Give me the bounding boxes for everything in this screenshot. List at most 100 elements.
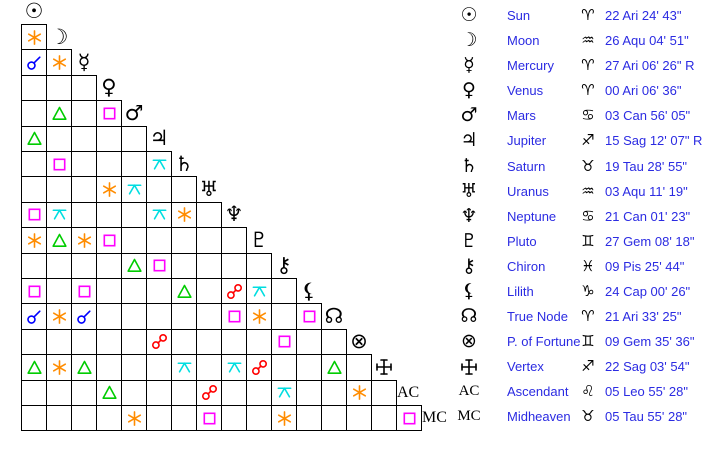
planet-glyph-neptune: ♆ bbox=[224, 202, 244, 227]
aspect-cell-lilith-jupiter bbox=[146, 278, 172, 305]
sextile-icon bbox=[277, 410, 291, 426]
zodiac-sign-icon-mercury: ♈ bbox=[581, 56, 595, 75]
aspect-cell-vertex-chiron bbox=[271, 354, 297, 381]
aspect-cell-fortune-sun bbox=[21, 328, 47, 356]
zodiac-sign-icon-moon: ♒ bbox=[581, 31, 595, 50]
square-icon bbox=[228, 310, 240, 323]
aspect-cell-saturn-jupiter bbox=[146, 151, 172, 178]
zodiac-sign-icon-neptune: ♋ bbox=[581, 206, 595, 225]
aspect-cell-ascendant-pluto bbox=[246, 379, 272, 406]
aspect-cell-jupiter-sun bbox=[21, 125, 47, 152]
planet-glyph-ascendant: AC bbox=[397, 383, 420, 401]
quincunx-icon bbox=[152, 209, 166, 221]
aspect-cell-venus-mercury bbox=[71, 74, 97, 102]
planet-glyph-saturn: ♄ bbox=[174, 151, 194, 176]
aspect-cell-vertex-lilith bbox=[296, 354, 322, 381]
planet-glyph-pluto: ♇ bbox=[249, 227, 269, 252]
aspect-cell-fortune-neptune bbox=[221, 328, 247, 356]
aspect-cell-vertex-venus bbox=[96, 354, 122, 381]
diagonal-cell-neptune: ♆ bbox=[221, 202, 247, 228]
aspect-cell-midheaven-venus bbox=[96, 405, 122, 432]
aspect-cell-chiron-pluto bbox=[246, 252, 272, 279]
aspect-cell-vertex-neptune bbox=[221, 354, 247, 381]
planet-position-legend: ☉ Sun ♈ 22 Ari 24' 43" ☽ Moon ♒ 26 Aqu 04' 51" ☿… bbox=[452, 0, 705, 450]
square-icon bbox=[103, 234, 115, 247]
legend-planet-name: True Node bbox=[507, 309, 568, 324]
aspect-cell-vertex-saturn bbox=[171, 354, 197, 381]
legend-planet-name: Moon bbox=[507, 33, 540, 49]
quincunx-icon bbox=[177, 362, 191, 373]
aspect-cell-true-node-sun bbox=[21, 303, 47, 330]
aspect-cell-midheaven-true-node bbox=[321, 405, 347, 432]
quincunx-icon bbox=[152, 159, 166, 170]
aspect-cell-midheaven-pluto bbox=[246, 405, 272, 432]
aspect-cell-vertex-true-node bbox=[321, 354, 347, 381]
aspect-cell-true-node-lilith bbox=[296, 303, 322, 330]
aspect-cell-fortune-mars bbox=[121, 328, 147, 356]
opposition-icon bbox=[226, 283, 242, 299]
square-icon bbox=[103, 107, 115, 120]
diagonal-cell-saturn: ♄ bbox=[171, 151, 197, 177]
zodiac-sign-icon-sun: ♈ bbox=[581, 6, 595, 24]
opposition-icon bbox=[151, 334, 167, 350]
planet-glyph-mars: ♂ bbox=[124, 100, 144, 125]
aspect-cell-uranus-mercury bbox=[71, 176, 97, 203]
legend-glyph-cell-fortune: ⊗ bbox=[452, 329, 486, 354]
aspect-cell-jupiter-mercury bbox=[71, 125, 97, 152]
aspect-cell-chiron-uranus bbox=[196, 252, 222, 279]
aspect-cell-fortune-jupiter bbox=[146, 328, 172, 356]
legend-glyph-pluto: ♇ bbox=[460, 229, 478, 252]
legend-position: 26 Aqu 04' 51" bbox=[605, 33, 689, 49]
legend-glyph-sun: ☉ bbox=[460, 4, 478, 26]
planet-glyph-fortune: ⊗ bbox=[350, 329, 368, 354]
square-icon bbox=[28, 208, 40, 221]
sextile-icon bbox=[102, 182, 116, 197]
aspect-cell-lilith-mercury bbox=[71, 278, 97, 305]
aspect-cell-midheaven-chiron bbox=[271, 405, 297, 432]
aspect-cell-ascendant-moon bbox=[46, 379, 72, 406]
legend-position: 03 Can 56' 05" bbox=[605, 108, 691, 124]
legend-planet-name: Midheaven bbox=[507, 409, 571, 425]
legend-planet-name: Uranus bbox=[507, 183, 549, 199]
legend-glyph-cell-moon: ☽ bbox=[452, 28, 486, 53]
aspect-cell-neptune-moon bbox=[46, 201, 72, 229]
aspect-cell-true-node-moon bbox=[46, 303, 72, 330]
legend-planet-name: Venus bbox=[507, 83, 544, 99]
aspect-cell-ascendant-sun bbox=[21, 379, 47, 406]
opposition-icon bbox=[251, 359, 267, 375]
legend-glyph-cell-mercury: ☿ bbox=[452, 53, 486, 78]
aspect-cell-pluto-saturn bbox=[171, 227, 197, 254]
legend-glyph-mercury: ☿ bbox=[463, 54, 475, 77]
aspect-cell-true-node-mercury bbox=[71, 303, 97, 330]
aspect-cell-true-node-jupiter bbox=[146, 303, 172, 330]
legend-planet-name: Chiron bbox=[507, 258, 546, 274]
aspect-cell-vertex-sun bbox=[21, 354, 47, 381]
aspect-cell-ascendant-uranus bbox=[196, 379, 222, 406]
square-icon bbox=[28, 285, 40, 298]
legend-row-jupiter: ♃ Jupiter ♐ 15 Sag 12' 07" R bbox=[452, 128, 705, 153]
aspect-cell-uranus-venus bbox=[96, 176, 122, 203]
aspect-cell-vertex-uranus bbox=[196, 354, 222, 381]
aspect-cell-lilith-uranus bbox=[196, 278, 222, 305]
aspect-cell-pluto-sun bbox=[21, 227, 47, 254]
sextile-icon bbox=[52, 55, 66, 70]
aspect-cell-true-node-uranus bbox=[196, 303, 222, 330]
diagonal-cell-pluto: ♇ bbox=[246, 227, 272, 253]
aspect-cell-neptune-sun bbox=[21, 201, 47, 229]
aspect-cell-true-node-pluto bbox=[246, 303, 272, 330]
diagonal-cell-sun: ☉ bbox=[21, 0, 47, 25]
diagonal-cell-chiron: ⚷ bbox=[271, 253, 297, 279]
aspect-cell-ascendant-lilith bbox=[296, 379, 322, 406]
zodiac-sign-icon-vertex: ♐ bbox=[581, 357, 595, 376]
aspect-cell-pluto-jupiter bbox=[146, 227, 172, 254]
zodiac-sign-icon-chiron: ♓ bbox=[581, 256, 595, 275]
aspect-cell-vertex-fortune bbox=[346, 354, 372, 381]
aspect-cell-ascendant-neptune bbox=[221, 379, 247, 406]
aspect-cell-ascendant-true-node bbox=[321, 379, 347, 406]
square-icon bbox=[303, 310, 315, 323]
legend-glyph-cell-vertex bbox=[452, 354, 486, 379]
legend-planet-name: Ascendant bbox=[507, 384, 569, 400]
aspect-cell-ascendant-mercury bbox=[71, 379, 97, 406]
aspect-cell-lilith-saturn bbox=[171, 278, 197, 305]
aspect-cell-ascendant-jupiter bbox=[146, 379, 172, 406]
